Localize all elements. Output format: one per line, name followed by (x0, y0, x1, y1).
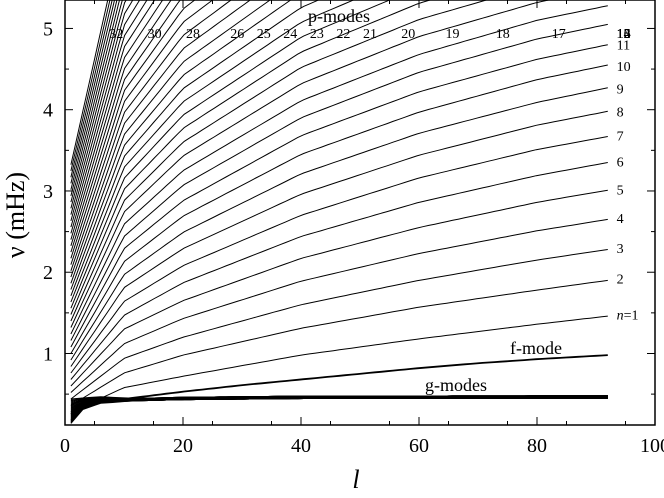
curve-label: 11 (617, 39, 630, 54)
p-mode-curve (70, 279, 608, 406)
g-mode-curve (70, 397, 608, 420)
p-mode-curve (70, 110, 608, 367)
curve-label: 23 (310, 27, 324, 42)
p-mode-curve (70, 0, 489, 322)
curve-label: 3 (617, 242, 624, 257)
g-mode-curve (70, 396, 608, 403)
p-mode-curve (70, 249, 608, 400)
curve-label: 22 (336, 27, 350, 42)
g-mode-curve (70, 395, 608, 402)
annotation-g-modes: g-modes (425, 375, 487, 395)
curve-label: 10 (617, 60, 631, 75)
curve-labels: n=12345678910111213141516171819202122232… (109, 27, 638, 323)
y-tick-label: 5 (43, 18, 53, 40)
curve-label: 2 (617, 273, 624, 288)
p-mode-curve (70, 0, 355, 303)
curve-label: 20 (401, 27, 415, 42)
p-mode-curve (70, 0, 271, 284)
g-mode-curve (70, 396, 608, 423)
curve-label: 9 (617, 83, 624, 98)
curve-label: 8 (617, 105, 624, 120)
x-tick-label: 40 (291, 435, 311, 457)
curve-label: 7 (617, 130, 624, 145)
p-mode-curve (70, 189, 608, 387)
p-mode-curve (70, 0, 391, 309)
curve-label: 21 (363, 27, 377, 42)
curve-label: 5 (617, 183, 624, 198)
curve-label: 19 (446, 27, 460, 42)
curve-label: 32 (109, 27, 123, 42)
curve-label: 25 (257, 27, 271, 42)
curve-label: 26 (230, 27, 244, 42)
x-axis-label: l (352, 465, 359, 494)
x-tick-label: 60 (409, 435, 429, 457)
p-mode-curve (70, 0, 172, 246)
p-mode-curve (70, 0, 252, 278)
p-mode-curve (70, 162, 608, 380)
curve-label: 4 (617, 212, 624, 227)
x-tick-label: 20 (173, 435, 193, 457)
p-mode-curve (70, 315, 608, 413)
curve-label: 24 (283, 27, 297, 42)
g-mode-curve (70, 397, 608, 402)
p-mode-curve (70, 0, 552, 328)
curve-label: 28 (186, 27, 200, 42)
g-mode-curve (70, 397, 608, 424)
p-mode-curve (70, 0, 320, 296)
p-mode-curve (70, 64, 608, 354)
p-mode-curve (70, 0, 292, 290)
curve-label: 18 (496, 27, 510, 42)
curve-label: 17 (552, 27, 566, 42)
p-mode-curve (70, 5, 608, 335)
p-mode-curve (70, 0, 214, 265)
g-modes-band (70, 395, 608, 424)
curve-label: 30 (148, 27, 162, 42)
p-mode-curve (70, 0, 232, 271)
curve-label: 12 (617, 27, 631, 42)
p-mode-curve (70, 136, 608, 374)
ticks (64, 0, 656, 425)
curve-label: n=1 (617, 308, 639, 323)
plot-frame (64, 0, 656, 426)
annotation-f-mode: f-mode (510, 338, 562, 358)
curve-label: 6 (617, 156, 624, 171)
f-mode-curve (70, 354, 608, 416)
y-tick-label: 4 (43, 100, 53, 122)
curve-label: 13 (617, 27, 631, 42)
g-mode-curve (70, 396, 608, 401)
tick-labels: 02040608010012345 (43, 18, 664, 457)
annotation-p-modes: p-modes (308, 6, 370, 26)
p-mode-curve (70, 0, 196, 259)
curve-label: 16 (617, 27, 631, 42)
x-tick-label: 100 (640, 435, 664, 457)
curve-label: 15 (617, 27, 631, 42)
p-mode-curve (70, 0, 181, 253)
x-tick-label: 0 (60, 435, 70, 457)
y-axis-label: ν (mHz) (1, 172, 30, 258)
p-mode-curve (70, 218, 608, 393)
p-mode-curve (70, 23, 608, 341)
p-mode-curve (70, 87, 608, 361)
p-mode-curve (70, 0, 164, 240)
x-tick-label: 80 (527, 435, 547, 457)
p-mode-curve (70, 44, 608, 348)
curves (70, 0, 608, 416)
p-mode-curve (70, 0, 433, 315)
curve-label: 14 (617, 27, 631, 42)
y-tick-label: 2 (43, 262, 53, 284)
y-tick-label: 1 (43, 343, 53, 365)
y-tick-label: 3 (43, 181, 53, 203)
